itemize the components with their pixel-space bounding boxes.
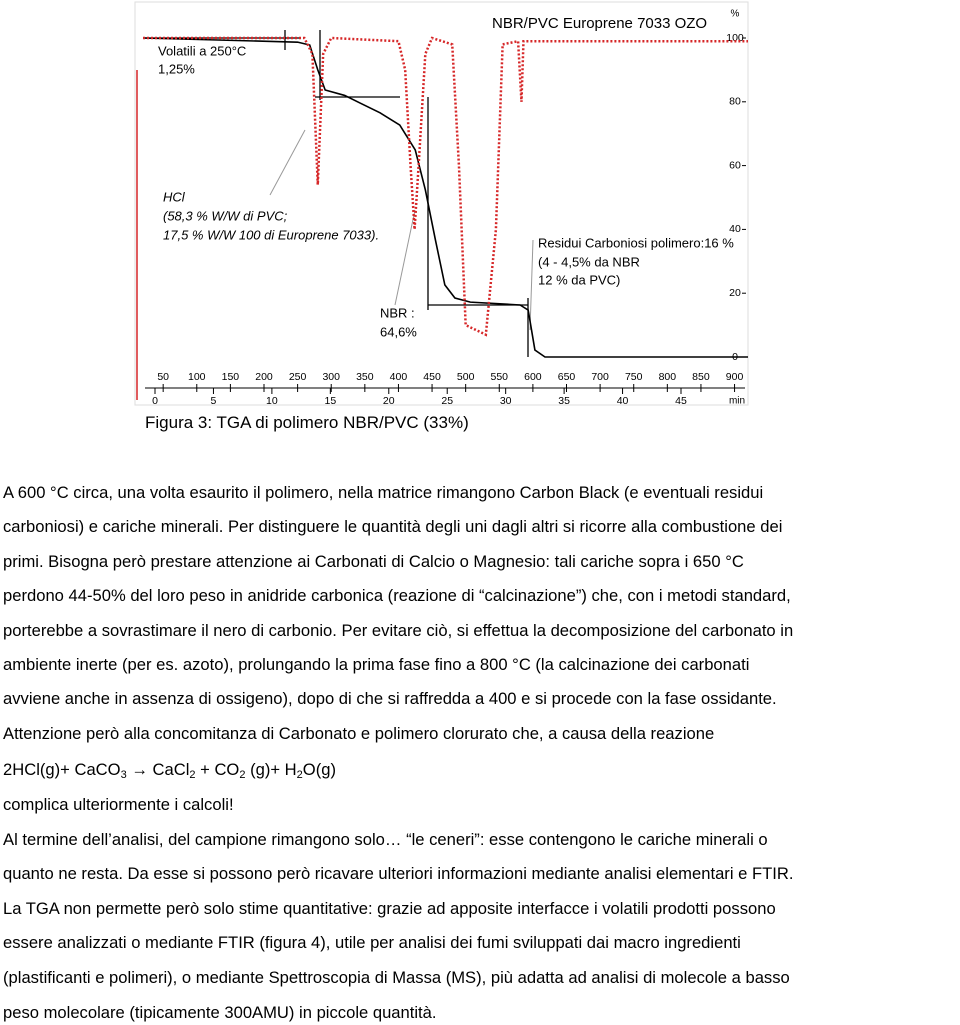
text-line: porterebbe a sovrastimare il nero di car… <box>3 620 794 640</box>
x-tick-label: 300 <box>322 371 340 383</box>
x2-tick-label: 5 <box>211 395 217 407</box>
x2-tick-label: 0 <box>152 395 158 407</box>
equation-part: → CaCl <box>126 760 190 779</box>
text-line: (plastificanti e polimeri), o mediante S… <box>3 968 790 987</box>
x-tick-label: 350 <box>356 371 374 383</box>
text-line: peso molecolare (tipicamente 300AMU) in … <box>3 1002 437 1022</box>
equation-part: O(g) <box>302 760 336 779</box>
annotation: 12 % da PVC) <box>538 272 620 287</box>
x-tick-label: 700 <box>591 371 609 383</box>
annotation: (58,3 % W/W di PVC; <box>163 208 288 223</box>
text-line: carboniosi) e cariche minerali. Per dist… <box>3 517 783 537</box>
equation-part: 2HCl(g)+ CaCO <box>3 760 121 779</box>
text-line: primi. Bisogna però prestare attenzione … <box>3 551 744 571</box>
x-tick-label: 500 <box>457 371 475 383</box>
figure-frame <box>134 1 749 406</box>
equation: 2HCl(g)+ CaCO3 → CaCl2 + CO2 (g)+ H2O(g) <box>3 760 336 781</box>
y-axis-label: % <box>731 9 740 20</box>
annotation: HCl <box>163 189 186 204</box>
x-tick-label: 850 <box>692 371 710 383</box>
arrows <box>269 129 534 331</box>
x-tick-label: 400 <box>390 371 408 383</box>
text-line: ambiente inerte (per es. azoto), prolung… <box>3 655 750 674</box>
x-tick-label: 200 <box>255 371 273 383</box>
text-line: Al termine dell’analisi, del campione ri… <box>3 829 768 849</box>
x-tick-label: 650 <box>558 371 576 383</box>
figure: NBR/PVC Europrene 7033 OZO % min 50 100 15… <box>134 1 749 407</box>
chart-title: NBR/PVC Europrene 7033 OZO <box>492 15 707 32</box>
x-tick-label: 100 <box>188 371 206 383</box>
text-line: avviene anche in assenza di ossigeno), d… <box>3 689 777 709</box>
x2-tick-label: 10 <box>266 395 278 407</box>
equation-part: 3 <box>120 769 127 781</box>
annotation: 64,6% <box>380 324 417 339</box>
x2-tick-label: 15 <box>324 395 336 407</box>
equation-part: 2 <box>189 769 196 781</box>
series-line <box>142 37 748 358</box>
text-line: complica ulteriormente i calcoli! <box>3 795 234 814</box>
y-tick-label: 80 <box>729 96 741 108</box>
x2-tick-label: 35 <box>558 395 570 407</box>
x2-tick-label: 30 <box>500 395 512 407</box>
y-tick-label: 40 <box>729 223 741 235</box>
x-tick-label: 600 <box>524 371 542 383</box>
x2-tick-label: 25 <box>441 395 453 407</box>
x-tick-label: 800 <box>659 371 677 383</box>
annotation: (4 - 4,5% da NBR <box>538 254 640 269</box>
x-tick-label: 550 <box>491 371 509 383</box>
equation-part: 2 <box>239 769 246 781</box>
x2-tick-label: 45 <box>675 395 687 407</box>
annotation: Residui Carboniosi polimero:16 % <box>538 235 734 250</box>
caption: Figura 3: TGA di polimero NBR/PVC (33%) <box>145 413 469 432</box>
annotation: 1,25% <box>158 61 195 76</box>
text-line: essere analizzati o mediante FTIR (figur… <box>3 933 741 953</box>
x-tick-label: 750 <box>625 371 643 383</box>
equation-part: + CO <box>195 760 240 779</box>
x-tick-label: 150 <box>222 371 240 383</box>
y-tick-label: 60 <box>729 159 741 171</box>
annotation: Volatili a 250°C <box>158 43 246 58</box>
x-tick-label: 900 <box>726 371 744 383</box>
equation-part: 2 <box>296 769 303 781</box>
series-line <box>143 36 748 337</box>
text-line: A 600 °C circa, una volta esaurito il po… <box>3 483 764 502</box>
annotation: 17,5 % W/W 100 di Europrene 7033). <box>163 227 379 242</box>
x-tick-label: 250 <box>289 371 307 383</box>
x2-tick-label: 40 <box>617 395 629 407</box>
equation-part: (g)+ H <box>245 760 297 779</box>
annotation: NBR : <box>380 305 415 320</box>
text-line: Attenzione però alla concomitanza di Car… <box>3 723 715 743</box>
y-tick-label: 20 <box>729 287 741 299</box>
x-tick-label: 50 <box>157 371 169 383</box>
text-line: perdono 44-50% del loro peso in anidride… <box>3 586 791 606</box>
text-line: La TGA non permette però solo stime quan… <box>3 898 776 918</box>
x2-axis-label: min <box>729 396 745 407</box>
text-line: quanto ne resta. Da esse si possono però… <box>3 864 794 884</box>
x-tick-label: 450 <box>423 371 441 383</box>
x2-tick-label: 20 <box>383 395 395 407</box>
